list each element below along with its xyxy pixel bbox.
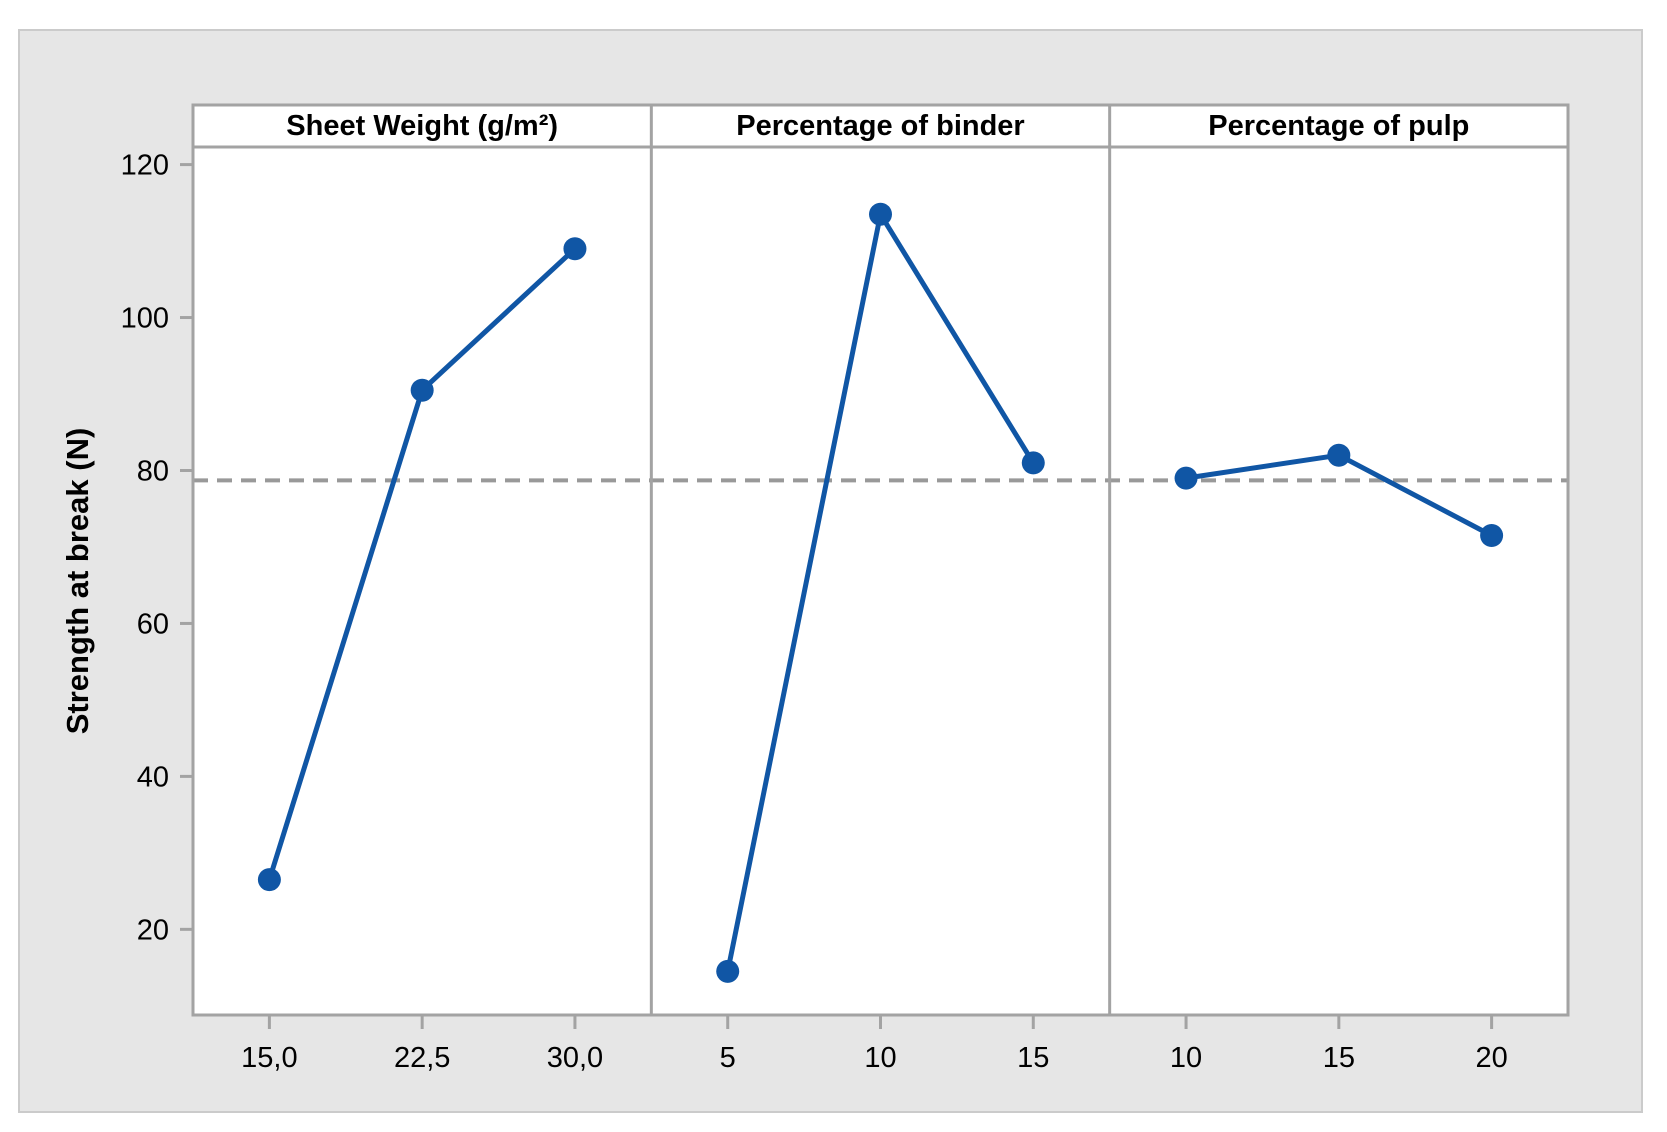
- frame-layer: [180, 103, 1570, 1029]
- y-tick-label: 120: [121, 150, 169, 182]
- y-tick-label: 100: [121, 303, 169, 335]
- panel-title: Percentage of pulp: [1208, 110, 1469, 142]
- x-tick-label: 5: [720, 1042, 736, 1074]
- data-layer: [257, 202, 1504, 983]
- x-tick-label: 30,0: [547, 1042, 603, 1074]
- x-tick-label: 15: [1017, 1042, 1049, 1074]
- x-tick-label: 10: [864, 1042, 896, 1074]
- labels-layer: 20 40 60 80 100 120 Sheet Weight (g/m²) 15,0 22,…: [121, 110, 1508, 1074]
- plot-background: [193, 105, 1568, 1015]
- data-point: [716, 959, 740, 983]
- y-tick-label: 20: [137, 914, 169, 946]
- x-tick-label: 10: [1170, 1042, 1202, 1074]
- y-axis-title: Strength at break (N): [60, 428, 95, 735]
- panel-backgrounds: [193, 105, 1568, 1015]
- x-tick-label: 15,0: [241, 1042, 297, 1074]
- y-tick-label: 80: [137, 455, 169, 487]
- data-point: [1327, 443, 1351, 467]
- panel-title: Sheet Weight (g/m²): [286, 110, 558, 142]
- y-tick-label: 60: [137, 608, 169, 640]
- data-point: [1021, 451, 1045, 475]
- panel-title: Percentage of binder: [736, 110, 1024, 142]
- data-point: [1174, 466, 1198, 490]
- data-point: [563, 237, 587, 261]
- data-point: [410, 378, 434, 402]
- x-tick-label: 22,5: [394, 1042, 450, 1074]
- data-point: [869, 202, 892, 226]
- x-tick-label: 20: [1475, 1042, 1507, 1074]
- data-point: [257, 868, 281, 892]
- y-tick-label: 40: [137, 761, 169, 793]
- x-tick-label: 15: [1323, 1042, 1355, 1074]
- data-point: [1480, 523, 1504, 547]
